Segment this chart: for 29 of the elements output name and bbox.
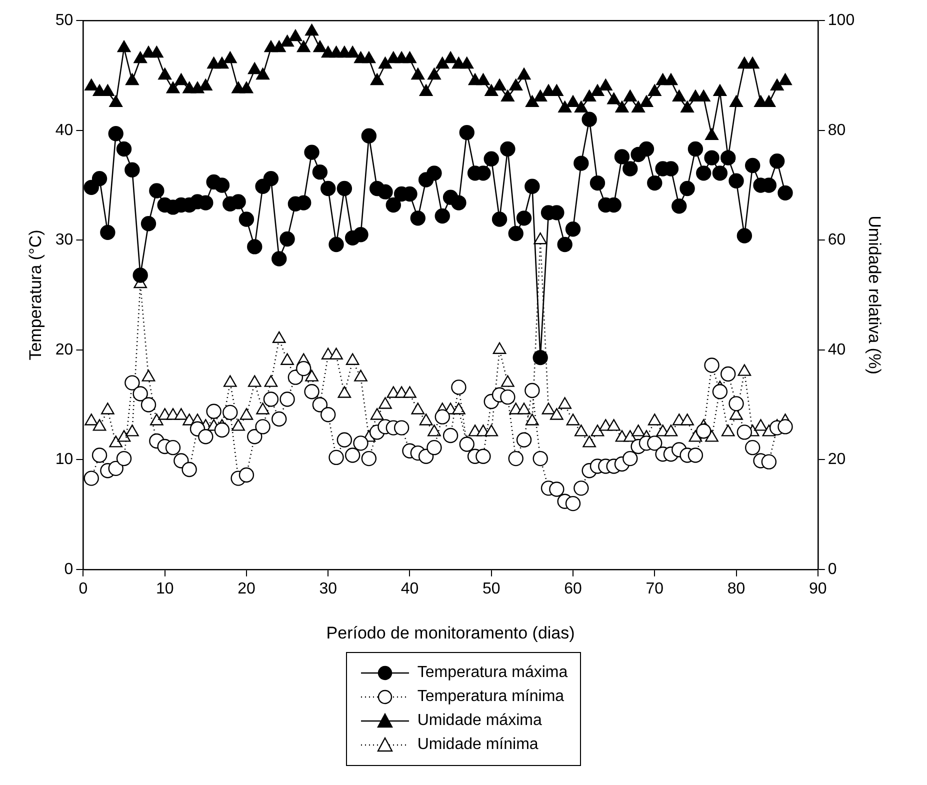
y-tick-label: 40 [55,122,74,139]
y2-tick-label: 0 [828,560,837,578]
x-tick-label: 30 [319,580,338,598]
x-tick-label: 10 [156,580,174,598]
y2-axis-title: Umidade relativa (%) [865,216,884,374]
y-tick-label: 10 [55,451,74,468]
x-tick-label: 50 [482,580,500,598]
legend-label: Umidade máxima [417,712,542,730]
y2-tick-label: 100 [828,12,855,30]
y-axis-title: Temperatura (°C) [26,230,45,360]
y2-tick-label: 20 [828,451,846,468]
y-tick-label: 0 [64,560,74,578]
y-tick-label: 30 [55,232,74,249]
y-tick-label: 50 [55,12,74,30]
y2-tick-label: 40 [828,341,846,358]
y2-tick-label: 80 [828,122,846,139]
legend-label: Umidade mínima [417,736,538,754]
x-axis-title: Período de monitoramento (dias) [326,623,575,642]
y2-tick-label: 60 [828,232,846,249]
x-tick-label: 90 [809,580,827,598]
x-tick-label: 60 [564,580,582,598]
x-tick-label: 0 [78,580,88,598]
legend-label: Temperatura mínima [417,688,564,706]
x-tick-label: 20 [238,580,256,598]
legend-label: Temperatura máxima [417,664,568,682]
y-tick-label: 20 [55,341,74,358]
x-tick-label: 40 [400,580,419,598]
x-tick-label: 80 [727,580,746,598]
x-tick-label: 70 [646,580,664,598]
